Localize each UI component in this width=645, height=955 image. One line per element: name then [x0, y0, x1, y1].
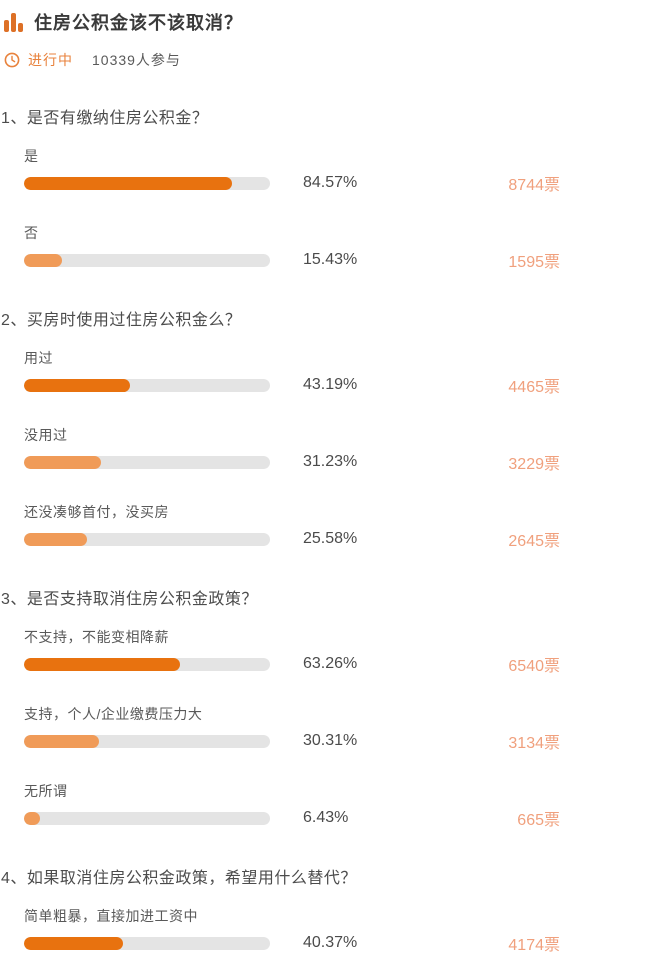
poll-option[interactable]: 还没凑够首付，没买房 25.58% 2645票	[24, 504, 560, 551]
result-bar-track	[24, 811, 270, 825]
result-percent: 43.19%	[303, 376, 358, 393]
result-bar-row: 6.43% 665票	[24, 806, 560, 830]
option-label: 简单粗暴，直接加进工资中	[24, 908, 198, 924]
option-label: 没用过	[24, 427, 68, 443]
status-row: 进行中 10339人参与	[0, 50, 645, 70]
result-bar-track	[24, 455, 270, 469]
result-percent: 84.57%	[303, 174, 358, 191]
question-block-2: 2、买房时使用过住房公积金么？ 用过 43.19% 4465票 没用过 31.2…	[0, 310, 645, 551]
result-percent: 15.43%	[303, 251, 358, 268]
poll-option[interactable]: 是 84.57% 8744票	[24, 148, 560, 195]
bar-chart-icon	[4, 12, 23, 32]
result-percent: 40.37%	[303, 934, 358, 951]
result-bar-fill	[24, 532, 87, 546]
question-title: 4、如果取消住房公积金政策，希望用什么替代？	[1, 870, 357, 887]
option-label: 是	[24, 148, 39, 164]
result-bar-row: 30.31% 3134票	[24, 729, 560, 753]
poll-option[interactable]: 否 15.43% 1595票	[24, 225, 560, 272]
result-bar-track	[24, 532, 270, 546]
status-badge: 进行中	[28, 52, 73, 68]
result-votes: 6540票	[508, 658, 560, 675]
poll-option[interactable]: 用过 43.19% 4465票	[24, 350, 560, 397]
result-votes: 1595票	[508, 254, 560, 271]
poll-title: 住房公积金该不该取消？	[34, 13, 243, 33]
result-bar-track	[24, 253, 270, 267]
result-bar-track	[24, 176, 270, 190]
result-bar-fill	[24, 176, 233, 190]
poll-header: 住房公积金该不该取消？	[0, 9, 645, 35]
question-block-4: 4、如果取消住房公积金政策，希望用什么替代？ 简单粗暴，直接加进工资中 40.3…	[0, 868, 645, 955]
poll-option[interactable]: 简单粗暴，直接加进工资中 40.37% 4174票	[24, 908, 560, 955]
result-bar-track	[24, 378, 270, 392]
result-bar-row: 63.26% 6540票	[24, 652, 560, 676]
result-percent: 25.58%	[303, 530, 358, 547]
option-label: 还没凑够首付，没买房	[24, 504, 169, 520]
result-bar-fill	[24, 253, 62, 267]
question-title: 2、买房时使用过住房公积金么？	[1, 312, 242, 329]
option-label: 支持，个人/企业缴费压力大	[24, 706, 203, 722]
result-bar-fill	[24, 455, 101, 469]
result-bar-fill	[24, 378, 131, 392]
poll-option[interactable]: 无所谓 6.43% 665票	[24, 783, 560, 830]
result-votes: 4174票	[508, 937, 560, 954]
question-title: 3、是否支持取消住房公积金政策？	[1, 591, 258, 608]
result-bar-row: 31.23% 3229票	[24, 450, 560, 474]
result-percent: 31.23%	[303, 453, 358, 470]
result-votes: 4465票	[508, 379, 560, 396]
question-block-1: 1、是否有缴纳住房公积金？ 是 84.57% 8744票 否 15.43% 15…	[0, 108, 645, 272]
result-votes: 3134票	[508, 735, 560, 752]
option-label: 否	[24, 225, 39, 241]
result-bar-fill	[24, 936, 124, 950]
result-bar-row: 43.19% 4465票	[24, 373, 560, 397]
result-bar-fill	[24, 657, 180, 671]
result-bar-row: 15.43% 1595票	[24, 248, 560, 272]
result-votes: 3229票	[508, 456, 560, 473]
question-block-3: 3、是否支持取消住房公积金政策？ 不支持，不能变相降薪 63.26% 6540票…	[0, 589, 645, 830]
result-bar-track	[24, 936, 270, 950]
result-votes: 665票	[517, 812, 560, 829]
result-bar-fill	[24, 734, 99, 748]
poll-option[interactable]: 支持，个人/企业缴费压力大 30.31% 3134票	[24, 706, 560, 753]
result-percent: 63.26%	[303, 655, 358, 672]
poll-option[interactable]: 不支持，不能变相降薪 63.26% 6540票	[24, 629, 560, 676]
result-bar-fill	[24, 811, 40, 825]
question-title: 1、是否有缴纳住房公积金？	[1, 110, 209, 127]
result-bar-row: 25.58% 2645票	[24, 527, 560, 551]
option-label: 无所谓	[24, 783, 68, 799]
option-label: 用过	[24, 350, 53, 366]
clock-icon	[4, 52, 20, 68]
poll-option[interactable]: 没用过 31.23% 3229票	[24, 427, 560, 474]
result-bar-row: 84.57% 8744票	[24, 171, 560, 195]
result-percent: 30.31%	[303, 732, 358, 749]
result-percent: 6.43%	[303, 809, 349, 826]
participants-count: 10339人参与	[92, 52, 181, 68]
result-bar-track	[24, 734, 270, 748]
result-bar-track	[24, 657, 270, 671]
option-label: 不支持，不能变相降薪	[24, 629, 169, 645]
result-bar-row: 40.37% 4174票	[24, 931, 560, 955]
result-votes: 8744票	[508, 177, 560, 194]
result-votes: 2645票	[508, 533, 560, 550]
